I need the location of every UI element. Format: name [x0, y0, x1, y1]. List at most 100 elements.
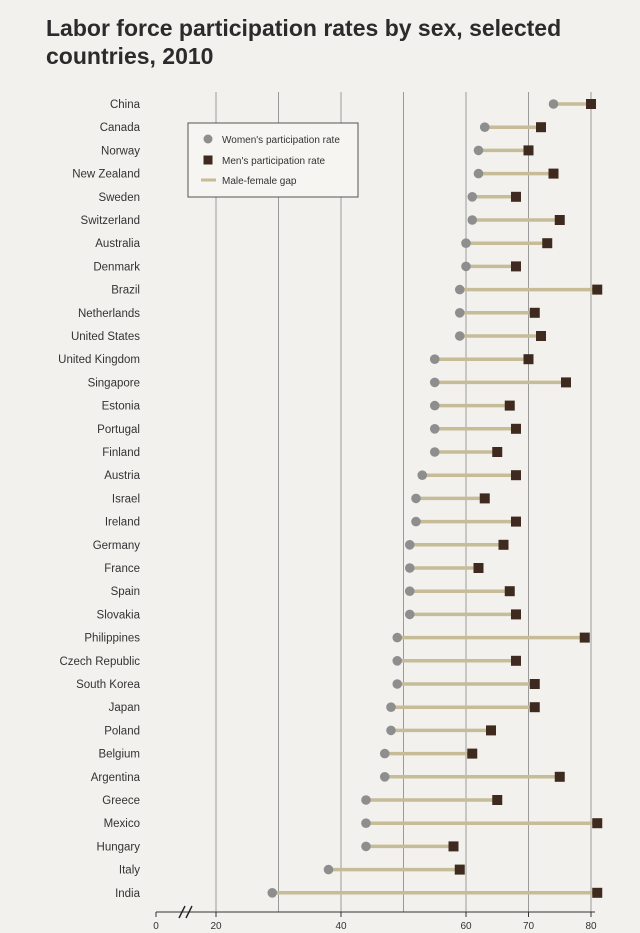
country-label: United States	[71, 331, 140, 343]
women-marker	[473, 145, 484, 156]
country-label: Spain	[111, 586, 140, 598]
women-marker	[361, 795, 371, 805]
men-marker	[554, 771, 565, 782]
men-marker	[548, 168, 559, 179]
country-label: China	[110, 99, 141, 111]
men-marker	[511, 261, 521, 272]
women-marker	[404, 586, 415, 596]
axis-break-mark	[185, 905, 193, 919]
men-marker	[479, 493, 490, 504]
men-marker	[592, 284, 603, 295]
country-label: Denmark	[93, 261, 140, 273]
country-label: Slovakia	[97, 609, 141, 621]
women-marker	[454, 331, 465, 341]
women-marker	[454, 308, 465, 318]
women-marker	[411, 516, 421, 527]
women-marker	[379, 748, 390, 759]
men-marker	[511, 609, 521, 620]
men-marker	[511, 423, 521, 434]
country-label: Hungary	[97, 841, 141, 853]
women-marker	[429, 447, 440, 457]
women-marker	[429, 354, 440, 365]
x-tick-label: 80	[585, 921, 597, 932]
country-label: Sweden	[98, 192, 140, 204]
women-marker	[429, 424, 440, 434]
legend-box	[187, 122, 359, 198]
country-label: Singapore	[88, 377, 140, 389]
country-label: Estonia	[102, 401, 141, 413]
country-label: India	[115, 888, 141, 900]
women-marker	[379, 772, 390, 782]
women-marker	[267, 888, 278, 898]
men-marker	[592, 887, 603, 898]
x-tick-label: 0	[153, 921, 159, 932]
women-marker	[361, 818, 371, 828]
legend-women-swatch	[203, 134, 213, 144]
women-marker	[404, 540, 415, 550]
men-markers	[448, 99, 603, 898]
women-marker	[404, 609, 415, 620]
chart-title: Labor force participation rates by sex, …	[46, 15, 562, 69]
x-tick-label: 40	[335, 921, 347, 932]
men-marker	[523, 354, 534, 365]
women-marker	[429, 400, 440, 411]
country-label: Poland	[104, 725, 140, 737]
country-label: Italy	[119, 865, 140, 877]
women-marker	[392, 656, 403, 666]
legend: Women's participation rate Men's partici…	[187, 122, 359, 198]
country-label: New Zealand	[72, 169, 140, 181]
axis-break-mark	[178, 905, 186, 919]
men-marker	[536, 331, 546, 341]
country-label: Norway	[101, 145, 140, 157]
country-label: Japan	[109, 702, 140, 714]
country-labels: China Canada Norway New Zealand Sweden Switze…	[58, 99, 140, 900]
x-tick-label: 60	[460, 921, 472, 932]
country-label: Australia	[95, 238, 140, 250]
country-label: Germany	[93, 540, 141, 552]
men-marker	[511, 191, 521, 202]
men-marker	[448, 841, 459, 852]
men-marker	[529, 679, 540, 689]
women-marker	[323, 864, 334, 875]
country-label: South Korea	[76, 679, 141, 691]
men-marker	[554, 215, 565, 225]
women-marker	[461, 238, 471, 248]
women-marker	[548, 99, 559, 109]
country-label: Finland	[102, 447, 140, 459]
women-marker	[454, 284, 465, 295]
legend-gap-label: Male-female gap	[222, 176, 297, 187]
women-marker	[417, 470, 428, 481]
country-label: Canada	[100, 122, 141, 134]
country-label: France	[104, 563, 140, 575]
country-label: Austria	[104, 470, 140, 482]
country-label: Netherlands	[78, 308, 140, 320]
women-marker	[479, 122, 490, 132]
men-marker	[454, 864, 465, 875]
x-axis: 0 20 40 60 70 80	[153, 905, 597, 932]
men-marker	[504, 586, 515, 597]
legend-women-label: Women's participation rate	[222, 135, 340, 146]
men-marker	[542, 238, 553, 249]
country-label: Switzerland	[81, 215, 140, 227]
gap-lines	[272, 102, 598, 895]
men-marker	[579, 632, 590, 643]
country-label: Israel	[112, 493, 140, 505]
country-label: United Kingdom	[58, 354, 140, 366]
legend-men-swatch	[203, 155, 213, 165]
women-marker	[361, 841, 371, 852]
country-label: Belgium	[98, 749, 140, 761]
x-tick-label: 20	[210, 921, 222, 932]
women-marker	[473, 168, 484, 179]
men-marker	[536, 122, 546, 133]
women-marker	[411, 493, 421, 504]
country-label: Portugal	[97, 424, 140, 436]
women-marker	[467, 192, 478, 202]
men-marker	[529, 702, 540, 713]
women-marker	[404, 563, 415, 573]
country-label: Brazil	[111, 285, 140, 297]
men-marker	[504, 400, 515, 411]
men-marker	[473, 563, 484, 573]
women-marker	[392, 679, 403, 689]
women-marker	[386, 702, 396, 712]
